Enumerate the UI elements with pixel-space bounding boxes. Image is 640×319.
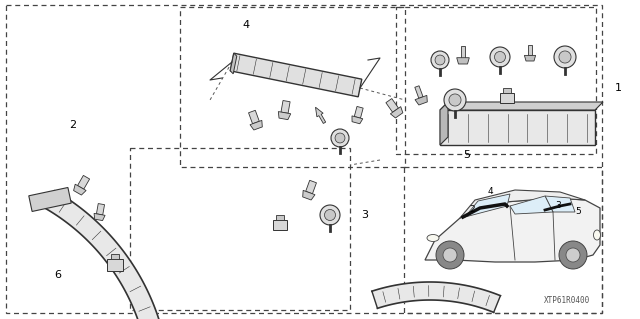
Text: 4: 4 [487,188,493,197]
Polygon shape [248,110,259,124]
Polygon shape [510,196,553,214]
Polygon shape [524,56,536,61]
Bar [396,7,596,154]
Polygon shape [390,107,403,118]
Polygon shape [94,213,105,220]
Polygon shape [352,116,363,124]
Circle shape [559,241,587,269]
Text: 4: 4 [243,20,250,30]
Bar [404,167,602,313]
Circle shape [444,89,466,111]
Polygon shape [77,175,90,189]
Polygon shape [415,95,428,105]
Circle shape [431,51,449,69]
Text: XTP61R0400: XTP61R0400 [544,296,590,305]
Bar [180,7,405,167]
Polygon shape [355,107,363,118]
Text: 5: 5 [575,207,581,217]
Polygon shape [230,53,237,74]
Polygon shape [281,100,290,113]
Bar [504,88,511,93]
Circle shape [554,46,576,68]
Polygon shape [386,99,399,112]
Text: 3: 3 [362,210,369,220]
Polygon shape [230,53,362,97]
Polygon shape [278,112,291,120]
Polygon shape [74,184,86,195]
Polygon shape [528,45,532,56]
Circle shape [331,129,349,147]
Bar [500,93,514,103]
Circle shape [324,210,335,220]
Bar [107,259,123,271]
Polygon shape [457,58,469,64]
Polygon shape [465,194,510,217]
Circle shape [449,94,461,106]
Bar [273,219,287,230]
Polygon shape [303,190,315,200]
Text: 6: 6 [54,270,61,280]
Circle shape [335,133,345,143]
Text: 1: 1 [614,83,621,93]
Polygon shape [440,102,448,145]
Bar [440,110,595,145]
Circle shape [320,205,340,225]
Bar [276,215,284,219]
Polygon shape [306,180,316,194]
Text: 2: 2 [69,120,77,130]
Bar [130,148,350,310]
Text: 2: 2 [469,205,475,214]
Circle shape [436,241,464,269]
Text: 5: 5 [463,150,470,160]
Polygon shape [460,190,585,218]
Text: 3: 3 [555,201,561,210]
Polygon shape [97,204,104,215]
Polygon shape [415,86,423,98]
Polygon shape [250,120,262,130]
Polygon shape [29,188,71,211]
Polygon shape [545,196,575,212]
Polygon shape [372,282,500,312]
Ellipse shape [593,230,600,240]
Circle shape [495,51,506,63]
Ellipse shape [427,234,439,241]
Circle shape [435,55,445,65]
Circle shape [490,47,510,67]
Polygon shape [45,191,165,319]
Bar [111,254,119,259]
Circle shape [443,248,457,262]
Polygon shape [316,107,326,123]
Polygon shape [440,102,603,110]
Polygon shape [461,46,465,58]
Polygon shape [425,198,600,262]
Circle shape [566,248,580,262]
Circle shape [559,51,571,63]
